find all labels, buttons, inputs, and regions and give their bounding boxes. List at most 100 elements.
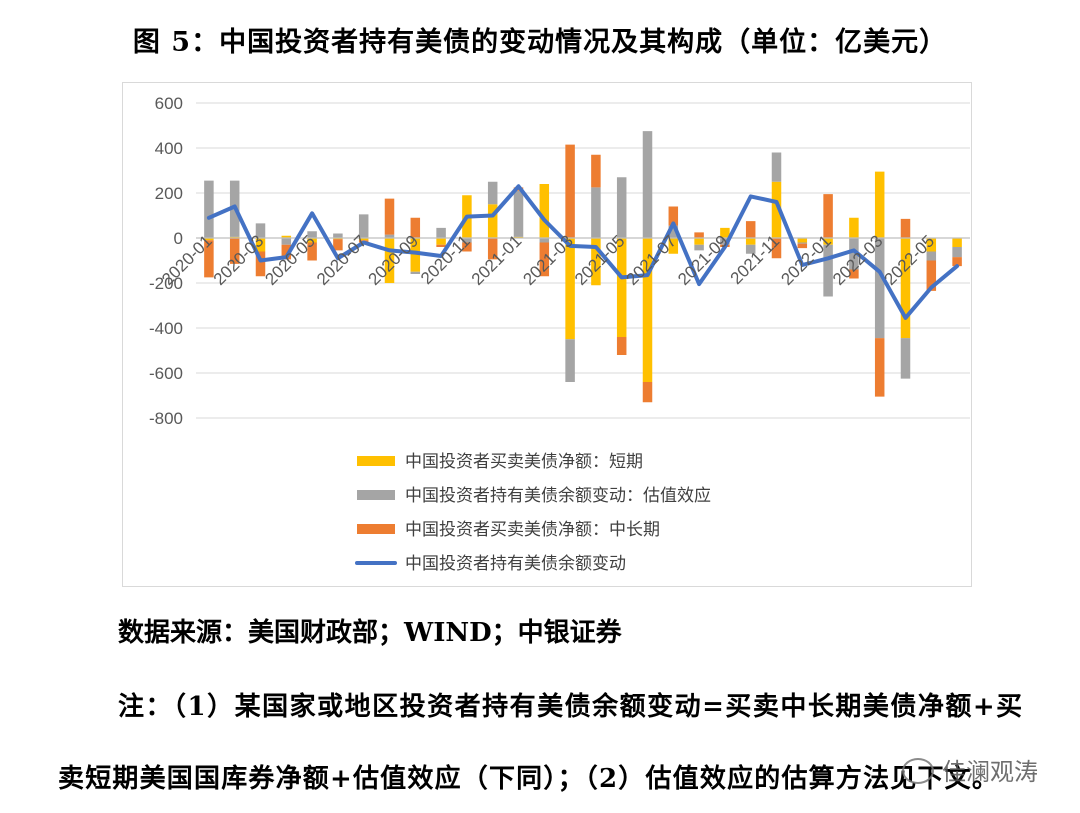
bar <box>745 244 756 254</box>
bar <box>616 238 627 337</box>
bar <box>591 187 601 238</box>
bar <box>668 225 679 238</box>
data-source: 数据来源：美国财政部；WIND；中银证券 <box>118 618 622 648</box>
bar <box>255 223 266 238</box>
y-tick-label: -800 <box>149 409 183 428</box>
bar <box>565 339 575 382</box>
bar <box>384 198 395 235</box>
bar <box>720 238 730 245</box>
y-tick-label: 200 <box>155 184 183 203</box>
bar <box>565 238 575 340</box>
bar <box>900 238 911 339</box>
bar <box>926 251 937 261</box>
bar <box>281 235 292 238</box>
bar <box>797 242 808 244</box>
bar <box>642 131 653 238</box>
bar <box>358 238 369 241</box>
bar <box>874 338 885 397</box>
bar <box>384 234 395 238</box>
bar <box>616 177 627 238</box>
bar <box>358 214 369 238</box>
note-line-2: 卖短期美国国库券净额+估值效应（下同）；（2）估值效应的估算方法见下文。 <box>58 764 1000 794</box>
legend-swatch <box>357 490 395 500</box>
wechat-icon <box>902 758 934 784</box>
bar <box>410 217 421 238</box>
bar <box>952 238 962 247</box>
bar <box>307 231 317 238</box>
bar <box>745 238 756 245</box>
bar <box>204 180 214 238</box>
legend-label: 中国投资者买卖美债净额：中长期 <box>405 520 660 540</box>
bar <box>229 238 240 264</box>
bar <box>874 238 885 339</box>
bar <box>745 221 756 238</box>
bar <box>642 382 653 403</box>
legend-label: 中国投资者买卖美债净额：短期 <box>405 452 643 472</box>
y-tick-label: 600 <box>155 94 183 113</box>
bar <box>642 238 653 382</box>
bar <box>333 239 343 251</box>
note-line-1: 注：（1）某国家或地区投资者持有美债余额变动=买卖中长期美债净额+买 <box>118 692 1024 722</box>
bar <box>487 204 498 238</box>
chart-title: 图 5：中国投资者持有美债的变动情况及其构成（单位：亿美元） <box>132 27 948 58</box>
bar <box>823 238 833 245</box>
bar <box>900 338 911 379</box>
legend-swatch <box>357 456 395 466</box>
bar <box>462 238 472 243</box>
bar <box>694 232 704 238</box>
bar <box>204 238 214 241</box>
bar <box>926 260 937 291</box>
bar <box>281 244 292 260</box>
bar <box>487 238 498 260</box>
bar <box>694 238 704 245</box>
y-tick-label: -400 <box>149 319 183 338</box>
bar <box>849 269 859 279</box>
bar <box>694 244 704 251</box>
bar <box>307 242 317 261</box>
bar <box>410 238 421 272</box>
bar <box>616 337 627 355</box>
y-tick-label: -600 <box>149 364 183 383</box>
bar <box>591 154 601 188</box>
legend-swatch <box>357 524 395 534</box>
bar <box>668 238 679 254</box>
bar <box>513 190 524 237</box>
bar <box>720 227 730 238</box>
bar <box>333 233 343 238</box>
bar <box>952 247 962 258</box>
bar <box>823 194 833 238</box>
bar <box>436 238 446 245</box>
bar <box>771 181 782 238</box>
bar <box>255 251 266 277</box>
bar <box>849 217 859 238</box>
chart-frame <box>122 82 972 587</box>
y-tick-label: 400 <box>155 139 183 158</box>
bar <box>307 238 317 243</box>
watermark: 佳澜观涛 <box>902 752 1038 787</box>
bar <box>849 238 859 270</box>
bar <box>281 238 292 245</box>
bar <box>771 152 782 182</box>
series-line <box>206 184 960 320</box>
bar <box>952 257 962 267</box>
bar <box>436 244 446 247</box>
bar <box>255 238 266 252</box>
bar <box>668 206 679 226</box>
bar <box>797 238 808 243</box>
bar <box>539 242 550 277</box>
bar <box>565 144 575 238</box>
bar <box>487 181 498 205</box>
bar <box>204 240 214 278</box>
bar <box>900 218 911 238</box>
bar <box>823 244 833 297</box>
watermark-text: 佳澜观涛 <box>942 758 1038 786</box>
bar <box>539 184 550 238</box>
bar <box>462 242 472 252</box>
y-tick-label: 0 <box>174 229 183 248</box>
bar <box>591 238 601 286</box>
bar <box>874 171 885 238</box>
bar <box>384 238 395 283</box>
bar <box>797 243 808 249</box>
bar <box>771 238 782 259</box>
